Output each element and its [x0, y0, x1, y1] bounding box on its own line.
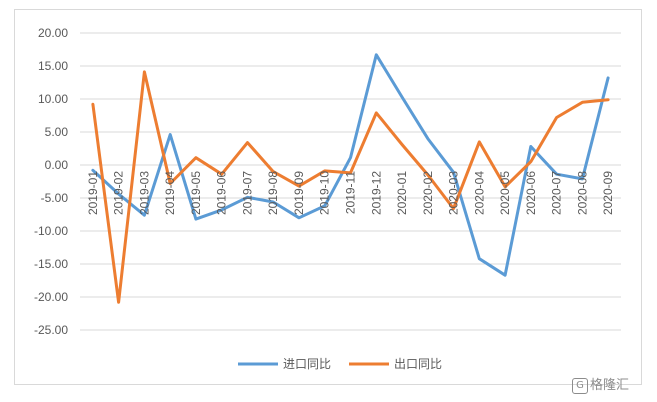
watermark: G 格隆汇 — [572, 374, 629, 394]
y-tick-label: 5.00 — [45, 125, 69, 139]
legend: 进口同比 出口同比 — [238, 357, 442, 371]
watermark-text: 格隆汇 — [590, 378, 630, 393]
x-tick-label: 2019-03 — [137, 171, 151, 215]
y-tick-label: 0.00 — [45, 158, 69, 172]
x-tick-label: 2019-10 — [318, 171, 332, 215]
legend-label-import: 进口同比 — [283, 357, 331, 371]
x-tick-label: 2020-09 — [601, 171, 615, 215]
x-tick-label: 2020-08 — [575, 171, 589, 215]
x-tick-label: 2019-07 — [241, 171, 255, 215]
x-tick-label: 2019-04 — [163, 171, 177, 215]
line-chart: 20.00 15.00 10.00 5.00 0.00 -5.00 -10.00 -15.00… — [34, 26, 621, 371]
y-tick-label: 20.00 — [38, 26, 68, 40]
y-tick-label: -25.00 — [34, 323, 68, 337]
x-tick-label: 2019-11 — [344, 171, 358, 214]
series-lines — [91, 53, 610, 304]
y-tick-label: -5.00 — [41, 191, 69, 205]
x-tick-label: 2019-02 — [112, 171, 126, 215]
x-tick-label: 2019-05 — [189, 171, 203, 215]
x-tick-label: 2020-03 — [447, 171, 461, 215]
y-tick-label: 15.00 — [38, 59, 68, 73]
x-tick-label: 2019-08 — [266, 171, 280, 215]
y-tick-label: 10.00 — [38, 92, 68, 106]
y-tick-label: -15.00 — [34, 257, 68, 271]
x-tick-label: 2019-01 — [86, 171, 100, 215]
x-axis-tick-labels: 2019-01 2019-02 2019-03 2019-04 2019-05 2019-… — [86, 171, 615, 215]
x-tick-label: 2019-12 — [369, 171, 383, 215]
y-tick-label: -10.00 — [34, 224, 68, 238]
x-tick-label: 2020-07 — [550, 171, 564, 215]
gridlines — [80, 32, 621, 331]
x-tick-label: 2020-04 — [472, 171, 486, 215]
series-line-export — [91, 70, 610, 304]
x-tick-label: 2020-06 — [524, 171, 538, 215]
series-line-import — [91, 53, 610, 277]
x-tick-label: 2020-01 — [395, 171, 409, 215]
x-tick-label: 2020-05 — [498, 171, 512, 215]
x-tick-label: 2019-06 — [215, 171, 229, 215]
x-tick-label: 2019-09 — [292, 171, 306, 215]
y-tick-label: -20.00 — [34, 290, 68, 304]
y-axis-tick-labels: 20.00 15.00 10.00 5.00 0.00 -5.00 -10.00 -15.00… — [34, 26, 68, 337]
x-tick-label: 2020-02 — [421, 171, 435, 215]
chart-frame: 20.00 15.00 10.00 5.00 0.00 -5.00 -10.00 -15.00… — [14, 9, 642, 385]
G-logo-icon: G — [572, 377, 588, 394]
legend-label-export: 出口同比 — [394, 357, 442, 371]
